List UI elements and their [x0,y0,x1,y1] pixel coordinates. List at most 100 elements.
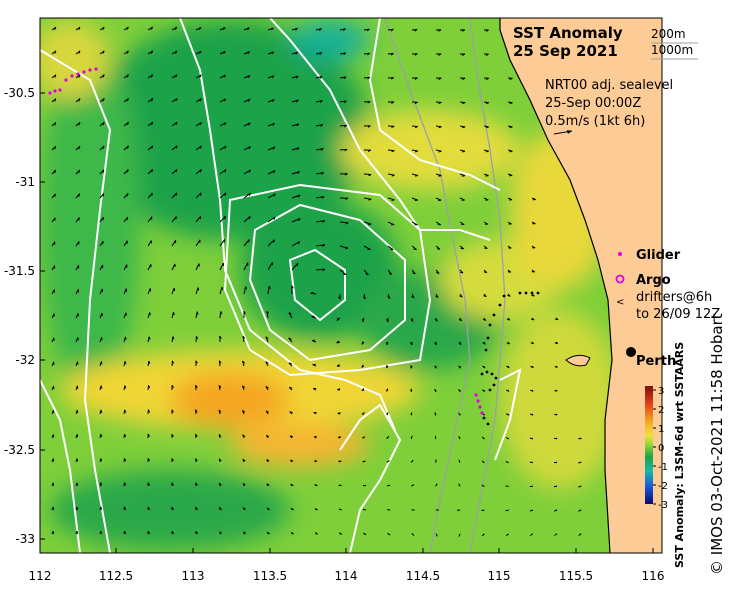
current-arrow-head [271,99,275,103]
current-arrow-head [361,364,364,368]
current-arrow-head [101,337,103,341]
current-arrow-head [322,244,326,247]
current-arrow-head [482,342,486,345]
current-arrow-head [414,126,419,129]
current-arrow-head [366,28,370,32]
map-title: SST Anomaly [513,24,623,42]
current-arrow-head [242,409,246,413]
current-arrow [147,145,154,151]
perth-marker [626,347,636,357]
coastline [499,18,613,553]
current-arrow-head [218,434,222,437]
current-arrow-head [414,53,418,56]
current-arrow-head [555,318,559,321]
colorbar-tick-label: -1 [658,462,668,473]
current-arrow-head [242,434,246,438]
current-arrow-head [265,336,269,339]
current-arrow-head [290,459,294,462]
current-arrow [243,215,251,223]
current-arrow-head [344,173,348,176]
current-arrow [291,171,300,175]
x-tick-label: 115 [488,569,511,583]
current-arrow-head [458,318,462,322]
current-arrow-head [438,101,442,105]
current-arrow [171,169,178,175]
current-arrow-head [223,51,226,55]
current-arrow-head [78,145,81,150]
current-arrow-head [320,124,324,127]
current-arrow-head [458,459,461,463]
current-arrow-head [297,194,301,198]
current-arrow-head [199,216,202,220]
current-arrow-head [298,218,301,222]
current-arrow-head [368,223,372,226]
current-arrow [195,192,202,199]
current-arrow [147,240,152,247]
current-arrow-head [124,409,127,413]
current-arrow-head [509,150,513,153]
current-arrow-head [554,366,558,368]
current-arrow-head [54,146,57,150]
current-arrow-head [435,533,438,537]
x-tick-label: 113 [182,569,205,583]
current-arrow-head [271,51,275,55]
current-arrow [219,98,226,103]
current-arrow-head [174,50,178,54]
current-arrow-head [367,76,371,80]
depth-label-1000m: 1000m [651,43,693,57]
current-arrow-head [345,247,349,250]
current-arrow-head [271,27,274,31]
y-tick-label: -32.5 [4,443,35,457]
x-tick-label: 112 [29,569,52,583]
current-arrow-head [195,360,198,364]
current-arrow-head [438,126,442,129]
current-arrow-head [485,29,489,32]
current-arrow-head [461,150,466,153]
isobath-200m [469,18,506,553]
current-arrow-head [248,146,251,150]
current-arrow-head [102,122,105,126]
current-arrow-head [150,26,154,31]
current-arrow-head [242,335,246,339]
colorbar-tick-label: 0 [658,443,664,454]
current-arrow-head [149,312,151,316]
colorbar-tick-label: 1 [658,424,664,435]
current-arrow [266,311,269,319]
glider-track [48,67,484,415]
current-arrow-head [195,531,198,535]
current-arrow-head [296,263,299,267]
current-arrow-head [148,385,151,389]
current-arrow-head [507,295,511,297]
current-arrow [315,172,324,175]
current-arrow-head [530,389,534,392]
current-arrow-head [296,147,300,151]
city-label: Perth [636,354,676,369]
current-arrow-head [173,311,175,316]
current-arrow-head [338,296,341,300]
current-arrow-head [436,272,440,274]
current-arrow-head [175,121,178,126]
current-arrow-head [388,272,392,275]
current-arrow-head [199,74,202,78]
current-arrow-head [343,52,347,56]
current-arrow-head [554,413,558,416]
current-arrow-head [54,169,56,174]
current-arrow-head [124,433,127,438]
current-arrow-head [438,29,442,32]
current-arrow [291,217,301,223]
current-arrow [267,239,275,247]
current-arrow [291,123,299,127]
legend-drifters-time: to 26/09 12Z [636,307,720,322]
current-arrow [147,264,152,271]
drifter-tracks [480,291,540,426]
current-arrow-head [461,175,466,177]
current-arrow-head [196,311,199,315]
current-arrow-head [485,175,489,177]
current-arrow-head [481,460,485,464]
current-arrow-head [438,150,442,153]
current-arrow-head [76,458,79,462]
current-arrow-head [310,291,314,294]
current-arrow [195,239,201,247]
current-arrow [243,169,251,175]
x-tick-label: 114.5 [406,569,440,583]
